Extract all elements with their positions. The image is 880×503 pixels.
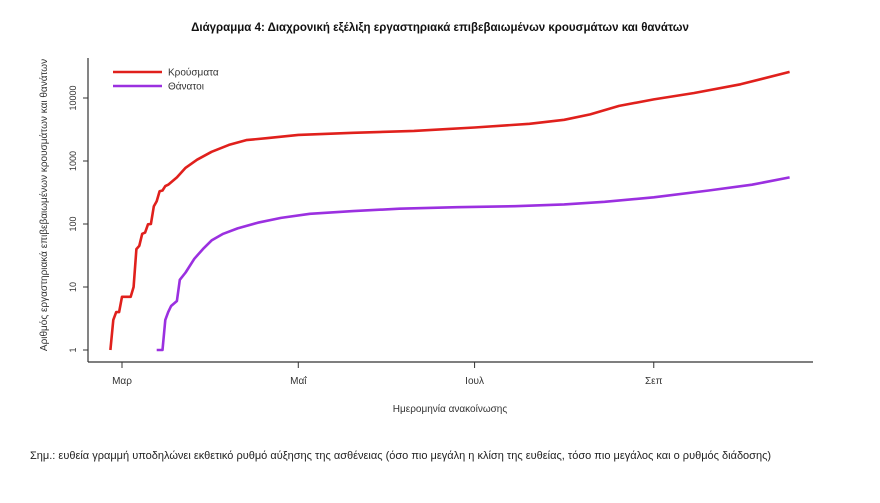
y-axis-label: Αριθμός εργαστηριακά επιβεβαιωμένων κρου… — [38, 59, 50, 351]
y-tick-label: 100 — [68, 216, 78, 231]
chart-title: Διάγραμμα 4: Διαχρονική εξέλιξη εργαστηρ… — [191, 22, 689, 34]
y-tick-label: 10000 — [68, 85, 78, 110]
legend: Κρούσματα Θάνατοι — [113, 67, 219, 93]
x-tick-label: Μαΐ — [290, 375, 307, 387]
line-chart: 1 10 100 1000 10000 Μαρ Μαΐ Ιουλ Σεπ Κρούσματα Θά… — [38, 58, 813, 415]
y-tick-label: 10 — [68, 282, 78, 292]
x-axis-label: Ημερομηνία ανακοίνωσης — [393, 403, 508, 415]
legend-label: Θάνατοι — [168, 81, 204, 93]
footnote: Σημ.: ευθεία γραμμή υποδηλώνει εκθετικό … — [30, 450, 772, 462]
x-tick-label: Σεπ — [645, 376, 663, 387]
series-line-cases — [109, 70, 790, 351]
series-line-deaths — [156, 176, 790, 352]
axes: 1 10 100 1000 10000 Μαρ Μαΐ Ιουλ Σεπ — [68, 58, 813, 387]
legend-label: Κρούσματα — [168, 67, 219, 79]
series-lines — [109, 70, 790, 352]
x-tick-label: Μαρ — [112, 376, 132, 387]
y-tick-label: 1 — [68, 347, 78, 352]
y-tick-label: 1000 — [68, 151, 78, 171]
x-tick-label: Ιουλ — [465, 376, 484, 387]
